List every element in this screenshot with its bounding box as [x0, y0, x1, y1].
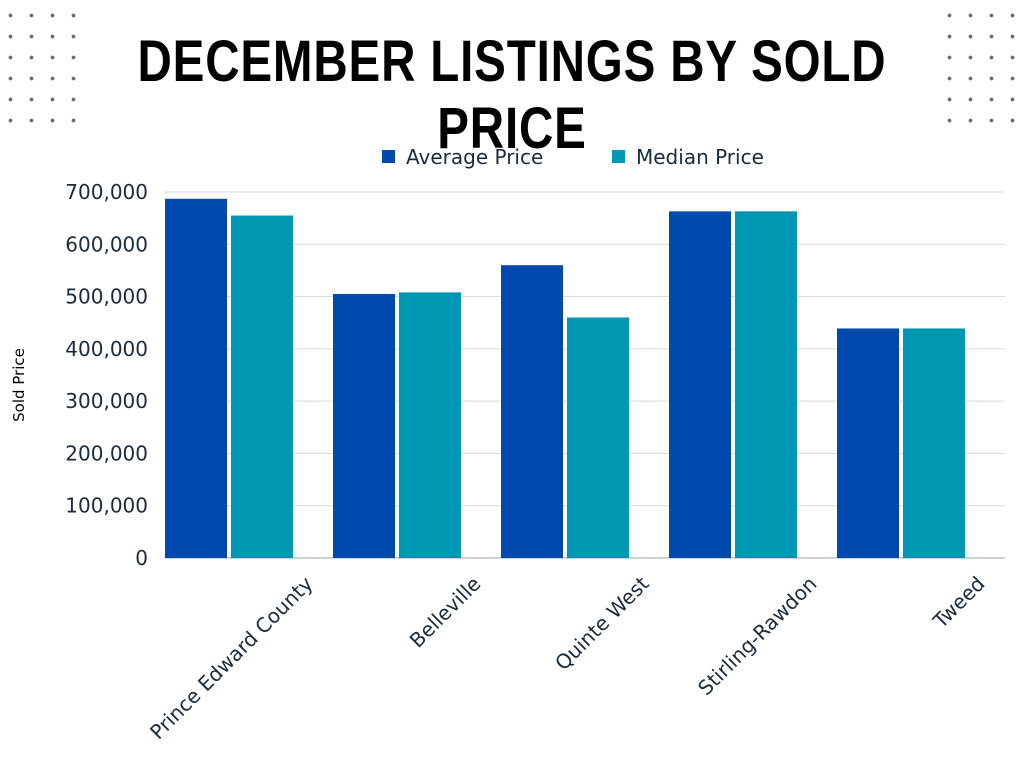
y-tick-label: 500,000 — [65, 285, 148, 309]
y-tick-label: 100,000 — [65, 494, 148, 518]
x-category-label: Tweed — [928, 572, 990, 634]
legend-swatch — [382, 150, 395, 163]
decorative-dots-left — [0, 5, 80, 130]
x-category-label: Stirling-Rawdon — [693, 572, 821, 700]
bars — [165, 198, 965, 559]
legend-swatch — [612, 150, 625, 163]
y-tick-label: 200,000 — [65, 441, 148, 465]
y-tick-labels: 0 100,000 200,000 300,000 400,000 500,000 600,… — [65, 180, 148, 570]
y-tick-label: 0 — [135, 546, 148, 570]
bar-average-price-2 — [501, 265, 563, 558]
x-category-label: Prince Edward County — [145, 571, 318, 744]
chart-title: DECEMBER LISTINGS BY SOLD PRICE — [137, 29, 887, 161]
bar-median-price-0 — [231, 215, 293, 558]
bar-median-price-3 — [735, 211, 797, 559]
bar-average-price-3 — [669, 211, 731, 559]
bar-average-price-0 — [165, 198, 227, 558]
legend-label: Average Price — [406, 145, 543, 169]
x-category-label: Belleville — [405, 572, 486, 653]
bar-median-price-2 — [567, 317, 629, 558]
y-tick-label: 300,000 — [65, 389, 148, 413]
bar-median-price-4 — [903, 328, 965, 558]
x-category-labels: Prince Edward County Belleville Quinte Wes… — [145, 571, 989, 744]
legend-label: Median Price — [636, 145, 764, 169]
y-tick-label: 700,000 — [65, 180, 148, 204]
y-tick-label: 400,000 — [65, 337, 148, 361]
x-category-label: Quinte West — [550, 571, 654, 675]
legend: Average Price Median Price — [382, 145, 764, 169]
bar-average-price-1 — [333, 293, 395, 558]
y-tick-label: 600,000 — [65, 232, 148, 256]
decorative-dots-right — [939, 5, 1019, 130]
y-axis-title: Sold Price — [10, 348, 28, 422]
bar-average-price-4 — [837, 328, 899, 558]
bar-median-price-1 — [399, 292, 461, 558]
